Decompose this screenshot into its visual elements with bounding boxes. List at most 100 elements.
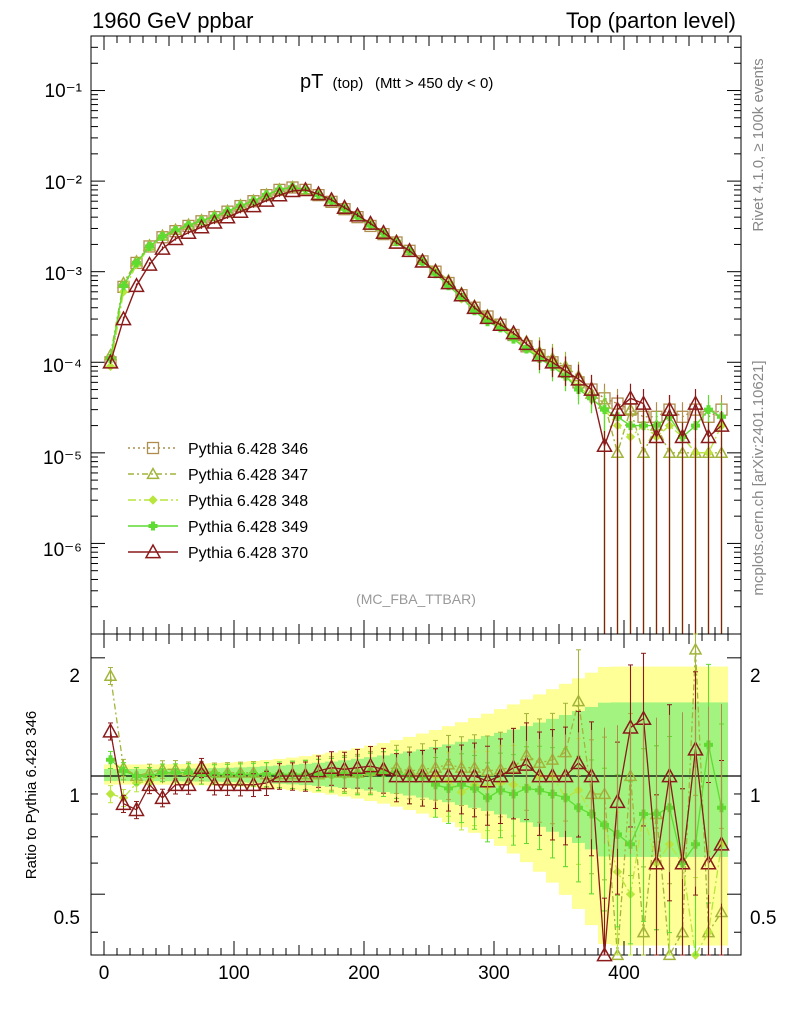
y-tick-label: 10⁻² [45, 173, 83, 194]
main-axes [91, 35, 741, 635]
data-point [141, 255, 158, 271]
data-point [132, 258, 141, 268]
data-point [388, 233, 405, 249]
data-point [557, 362, 574, 378]
data-point [622, 389, 639, 405]
x-tick-label: 100 [218, 963, 250, 984]
data-point [115, 310, 132, 326]
data-point [106, 354, 115, 364]
ratio-tick-label-right: 1 [750, 786, 761, 807]
ratio-point [115, 795, 132, 811]
data-point [180, 224, 197, 239]
legend-label: Pythia 6.428 348 [188, 493, 308, 510]
data-point [518, 335, 535, 351]
ratio-point [258, 774, 275, 790]
data-point [466, 299, 483, 315]
title-cut: (Mtt > 450 dy < 0) [375, 75, 493, 92]
data-point [362, 215, 379, 230]
data-point [310, 185, 327, 201]
data-point [704, 405, 713, 415]
data-point [349, 206, 366, 222]
ratio-point [180, 776, 197, 792]
data-point [635, 395, 652, 410]
series-line [109, 189, 722, 449]
ratio-point [128, 801, 145, 817]
data-point [700, 428, 717, 444]
ratio-point [206, 776, 223, 792]
data-point [544, 353, 561, 369]
ratio-point [106, 755, 115, 765]
legend: Pythia 6.428 346 Pythia 6.428 347 Pythia 6… [128, 441, 308, 562]
ratio-point [219, 776, 236, 792]
rivet-label: Rivet 4.1.0, ≥ 100k events [750, 58, 767, 231]
x-tick-label: 0 [99, 963, 110, 984]
data-point [193, 218, 210, 234]
ratio-point [141, 776, 158, 792]
data-point [531, 346, 548, 362]
y-tick-label: 10⁻⁴ [43, 356, 82, 377]
ratio-point [232, 776, 249, 792]
data-point [297, 181, 314, 197]
data-point [661, 401, 678, 416]
x-tick-label: 200 [348, 963, 380, 984]
chart-title: pT (top) (Mtt > 450 dy < 0) [300, 71, 493, 93]
ratio-point [636, 925, 651, 938]
data-point [323, 191, 340, 207]
ratio-point [245, 776, 262, 792]
data-point [258, 192, 275, 207]
data-point [453, 286, 470, 302]
legend-marker [148, 495, 158, 505]
data-point [570, 370, 587, 386]
ratio-series [102, 633, 730, 962]
y-tick-label: 10⁻⁵ [43, 448, 82, 469]
data-point [440, 274, 457, 290]
data-point [271, 186, 288, 202]
ratio-point [105, 789, 116, 799]
data-point [167, 230, 184, 246]
data-point [145, 241, 154, 251]
data-point [154, 240, 171, 255]
data-point [479, 309, 496, 325]
ratio-tick-label: 0.5 [54, 908, 80, 929]
data-point [427, 263, 444, 279]
data-point [583, 380, 600, 396]
legend-marker [148, 521, 158, 531]
data-point [245, 197, 262, 213]
ratio-y-label: Ratio to Pythia 6.428 346 [23, 711, 40, 879]
data-point [401, 242, 418, 258]
analysis-label: (MC_FBA_TTBAR) [356, 591, 476, 607]
legend-marker [146, 441, 160, 455]
data-point [609, 401, 626, 416]
data-point [596, 437, 613, 453]
legend-marker [146, 466, 160, 480]
data-point [288, 182, 297, 192]
ratio-tick-label-right: 0.5 [750, 908, 776, 929]
data-point [414, 252, 431, 268]
data-point [492, 316, 509, 332]
ratio-point [596, 946, 613, 962]
ratio-point [662, 947, 677, 961]
ratio-point [103, 668, 118, 681]
data-point [674, 428, 691, 444]
ratio-tick-label: 2 [69, 666, 80, 687]
data-point [206, 213, 223, 229]
header-left: 1960 GeV ppbar [92, 8, 253, 33]
ratio-point [648, 854, 665, 870]
data-point [158, 231, 167, 241]
legend-marker [144, 543, 162, 559]
data-point [128, 277, 145, 293]
ratio-point [571, 694, 586, 707]
y-tick-label: 10⁻³ [45, 264, 83, 285]
title-main: pT [300, 71, 323, 93]
legend-label: Pythia 6.428 349 [188, 519, 308, 536]
legend-label: Pythia 6.428 370 [188, 545, 308, 562]
y-tick-label: 10⁻¹ [45, 81, 83, 102]
data-point [284, 182, 301, 198]
header-right: Top (parton level) [566, 8, 736, 33]
ratio-tick-label-right: 2 [750, 666, 761, 687]
ratio-point [688, 642, 703, 655]
ratio-point [167, 776, 184, 792]
data-point [687, 395, 704, 410]
series-group [102, 181, 730, 634]
